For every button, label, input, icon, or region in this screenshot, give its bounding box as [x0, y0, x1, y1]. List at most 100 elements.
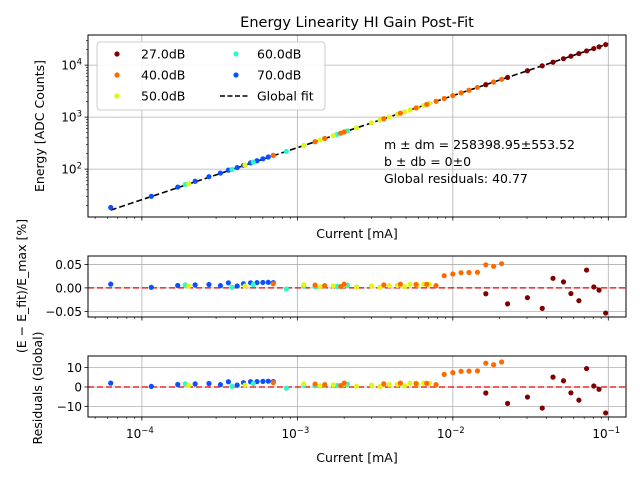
energy-point-gain70 — [192, 178, 198, 184]
global-panel-ticks: 10−4 10−3 10−2 10−1 10 0 −10 — [57, 361, 621, 441]
y-tick-label: 104 — [61, 58, 82, 73]
global-residual-point-gain60 — [229, 383, 235, 390]
relative-residual-point-gain40 — [397, 281, 404, 287]
fit-intercept-annotation: b ± db = 0±0 — [384, 154, 471, 169]
x-tick-label: 10−4 — [126, 426, 154, 441]
global-residual-point-gain27 — [539, 405, 545, 411]
global-residual-point-gain40 — [424, 380, 430, 386]
relative-residual-point-gain60 — [229, 284, 235, 290]
energy-point-gain40 — [322, 135, 328, 142]
energy-point-gain27 — [539, 63, 545, 69]
y-tick-label: 103 — [61, 110, 82, 125]
energy-point-gain50 — [242, 162, 248, 168]
legend-label-global-fit: Global fit — [257, 89, 314, 104]
global-y-axis-label: Residuals (Global) — [30, 332, 45, 445]
legend-label-50db: 50.0dB — [141, 89, 185, 104]
relative-residual-point-gain70 — [260, 279, 266, 286]
relative-residual-point-gain27 — [603, 310, 609, 316]
legend: 27.0dB 40.0dB 50.0dB 60.0dB 70.0dB Globa… — [96, 41, 326, 111]
relative-residual-point-gain40 — [312, 282, 318, 288]
legend-label-27db: 27.0dB — [141, 47, 185, 62]
global-residual-point-gain50 — [317, 383, 323, 389]
chart-title: Energy Linearity HI Gain Post-Fit — [240, 15, 474, 31]
relative-residual-point-gain27 — [483, 291, 489, 297]
global-residual-point-gain70 — [265, 378, 271, 384]
energy-point-gain70 — [234, 165, 240, 171]
relative-residual-point-gain60 — [334, 283, 340, 290]
relative-residual-point-gain27 — [504, 301, 511, 307]
global-residual-point-gain60 — [283, 385, 289, 391]
global-residual-point-gain70 — [260, 378, 266, 384]
global-residual-point-gain70 — [217, 382, 224, 388]
global-residual-point-gain40 — [381, 381, 387, 387]
global-residual-point-gain27 — [591, 383, 597, 389]
legend-label-40db: 40.0dB — [141, 68, 185, 83]
relative-residual-point-gain27 — [524, 295, 531, 301]
energy-point-gain50 — [186, 181, 192, 187]
relative-residual-point-gain70 — [175, 282, 181, 289]
global-residual-point-gain50 — [368, 382, 375, 388]
global-residual-point-gain70 — [148, 383, 154, 390]
global-residual-point-gain70 — [206, 380, 212, 387]
global-residual-point-gain27 — [603, 410, 609, 416]
global-residual-point-gain40 — [322, 382, 328, 388]
global-residual-point-gain50 — [402, 383, 408, 389]
global-residual-point-gain40 — [458, 368, 464, 374]
global-residual-point-gain70 — [234, 382, 240, 388]
global-residual-point-gain40 — [466, 368, 472, 374]
global-residual-point-gain27 — [576, 397, 582, 403]
relative-residual-point-gain27 — [560, 279, 567, 285]
relative-residual-point-gain27 — [539, 305, 545, 311]
y-tick-label: −10 — [57, 400, 82, 414]
global-residual-point-gain40 — [341, 380, 347, 386]
energy-point-gain27 — [504, 74, 511, 81]
relative-residual-point-gain40 — [270, 281, 276, 287]
relative-residual-point-gain40 — [450, 271, 456, 277]
energy-point-gain27 — [524, 68, 531, 74]
energy-point-gain70 — [175, 184, 181, 190]
energy-point-gain50 — [330, 133, 336, 139]
relative-residual-point-gain40 — [499, 261, 505, 267]
energy-point-gain40 — [499, 76, 505, 82]
y-tick-label: 10 — [67, 361, 82, 375]
relative-residual-panel: 0.05 0.00 −0.05 (E − E_fit)/E_max [%] — [14, 219, 627, 353]
energy-point-gain27 — [583, 48, 590, 54]
relative-residual-point-gain70 — [217, 283, 224, 289]
global-residual-point-gain40 — [441, 371, 447, 377]
relative-residual-point-gain70 — [234, 283, 240, 289]
global-residual-point-gain40 — [413, 380, 419, 387]
global-residual-point-gain27 — [524, 394, 531, 400]
relative-residual-point-gain40 — [483, 262, 489, 268]
energy-point-gain27 — [576, 50, 582, 57]
global-residual-point-gain70 — [175, 381, 181, 388]
energy-point-gain40 — [341, 129, 347, 135]
global-residual-point-gain40 — [397, 380, 404, 386]
global-residual-point-gain27 — [560, 378, 567, 384]
energy-point-gain27 — [591, 45, 597, 52]
relative-residual-point-gain27 — [596, 287, 602, 293]
y-tick-label: 0 — [74, 380, 82, 394]
legend-marker-60db — [233, 51, 239, 57]
energy-point-gain40 — [466, 87, 472, 93]
global-residual-point-gain70 — [192, 381, 198, 387]
relative-residual-point-gain40 — [341, 281, 347, 287]
global-residuals-annotation: Global residuals: 40.77 — [384, 171, 528, 186]
relative-residual-point-gain60 — [250, 281, 256, 288]
global-residual-point-gain27 — [550, 374, 556, 380]
global-residual-point-gain50 — [386, 382, 392, 388]
relative-residual-point-gain40 — [466, 269, 472, 276]
global-residual-point-gain50 — [301, 381, 307, 387]
energy-point-gain40 — [270, 152, 276, 159]
relative-residual-point-gain27 — [576, 298, 582, 304]
relative-residual-point-gain50 — [301, 282, 307, 288]
global-residual-point-gain70 — [225, 379, 231, 385]
energy-point-gain50 — [317, 137, 323, 143]
global-residual-point-gain50 — [353, 383, 360, 389]
relative-residual-point-gain40 — [381, 282, 387, 288]
main-x-axis-label: Current [mA] — [316, 226, 397, 241]
global-residual-points — [108, 359, 609, 416]
legend-marker-50db — [114, 93, 120, 99]
relative-residual-point-gain70 — [225, 280, 231, 286]
y-tick-label: 0.05 — [55, 258, 82, 272]
